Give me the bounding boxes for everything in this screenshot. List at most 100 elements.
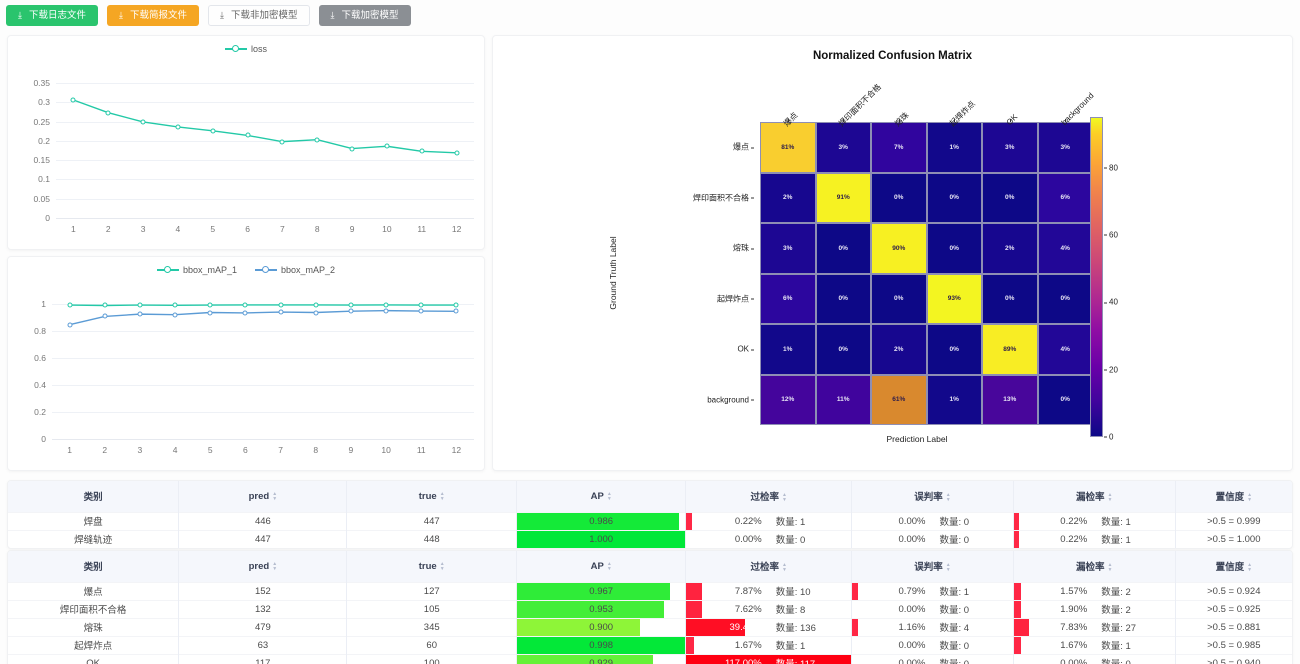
matrix-cell-value: 0% (838, 295, 848, 303)
matrix-cell-value: 0% (1060, 295, 1070, 303)
column-header-漏检率[interactable]: 漏检率 ▲ ▼ (1013, 481, 1176, 512)
data-point[interactable] (67, 302, 73, 308)
data-point[interactable] (278, 302, 284, 308)
data-point[interactable] (313, 310, 319, 315)
y-axis-tick-label: 0.25 (33, 116, 50, 127)
sort-icon[interactable]: ▲ ▼ (945, 492, 951, 504)
data-point[interactable] (383, 308, 389, 314)
data-point[interactable] (67, 322, 73, 328)
data-point[interactable] (102, 313, 108, 319)
data-point[interactable] (242, 302, 248, 308)
sort-icon[interactable]: ▲ ▼ (1247, 492, 1253, 504)
data-point[interactable] (454, 150, 460, 156)
column-header-label: 类别 (83, 562, 103, 574)
download-button-2[interactable]: ⤓ 下载简报文件 (107, 5, 199, 26)
download-button-label: 下载日志文件 (28, 9, 86, 21)
column-header-漏检率[interactable]: 漏检率 ▲ ▼ (1013, 551, 1176, 582)
legend-item-bbox_mAP_1[interactable]: bbox_mAP_1 (156, 265, 237, 275)
data-point[interactable] (172, 312, 178, 318)
sort-icon[interactable]: ▲ ▼ (272, 560, 278, 572)
data-point[interactable] (242, 310, 248, 316)
column-header-pred[interactable]: pred ▲ ▼ (178, 481, 348, 512)
data-point[interactable] (102, 302, 108, 308)
data-point[interactable] (419, 148, 425, 154)
data-point[interactable] (207, 302, 213, 308)
table-row[interactable]: 爆点 152 127 0.967 7.87% 数量: 10 0.79% 数量: 1 1.57% 数… (8, 581, 1292, 600)
table-row[interactable]: 熔珠 479 345 0.900 39.42% 数量: 136 1.16% 数量: 4 7.83… (8, 617, 1292, 636)
column-header-置信度[interactable]: 置信度 ▲ ▼ (1175, 551, 1292, 582)
data-point[interactable] (105, 110, 111, 116)
sort-icon[interactable]: ▲ ▼ (439, 490, 445, 502)
table-row[interactable]: 焊印面积不合格 132 105 0.953 7.62% 数量: 8 0.00% 数量: 0 1.… (8, 599, 1292, 618)
data-point[interactable] (418, 302, 424, 308)
column-header-true[interactable]: true ▲ ▼ (346, 551, 517, 582)
cell-class-name: OK (8, 653, 180, 664)
data-point[interactable] (349, 146, 355, 152)
data-point[interactable] (314, 137, 320, 143)
data-point[interactable] (279, 139, 285, 145)
data-point[interactable] (245, 132, 251, 138)
data-point[interactable] (175, 124, 181, 130)
rate-value: 1.90% (1060, 603, 1088, 615)
column-header-true[interactable]: true ▲ ▼ (346, 481, 517, 512)
data-point[interactable] (278, 309, 284, 315)
sort-icon[interactable]: ▲ ▼ (1107, 562, 1113, 574)
rate-count: 数量: 0 (1094, 656, 1174, 664)
sort-icon[interactable]: ▲ ▼ (782, 492, 787, 504)
matrix-cell-value: 2% (783, 194, 793, 202)
download-button-4[interactable]: ⤓ 下载加密模型 (318, 5, 411, 26)
column-header-误判率[interactable]: 误判率 ▲ ▼ (851, 551, 1014, 582)
data-point[interactable] (453, 308, 459, 314)
sort-icon[interactable]: ▲ ▼ (272, 490, 278, 502)
rate-value: 117.00% (724, 657, 762, 664)
cell-true: 447 (346, 511, 517, 530)
data-point[interactable] (453, 302, 459, 308)
legend-item-loss[interactable]: loss (224, 44, 267, 54)
sort-icon[interactable]: ▲ ▼ (1247, 562, 1253, 574)
data-point[interactable] (137, 302, 143, 308)
data-point[interactable] (137, 311, 143, 317)
data-point[interactable] (172, 302, 178, 308)
data-point[interactable] (384, 143, 390, 149)
column-header-置信度[interactable]: 置信度 ▲ ▼ (1175, 481, 1292, 512)
sort-icon[interactable]: ▲ ▼ (1107, 492, 1113, 504)
column-header-AP[interactable]: AP ▲ ▼ (516, 481, 687, 512)
sort-icon[interactable]: ▲ ▼ (606, 560, 612, 572)
data-point[interactable] (140, 119, 146, 125)
sort-icon[interactable]: ▲ ▼ (945, 562, 951, 574)
data-point[interactable] (418, 308, 424, 314)
x-axis-tick-label: 10 (382, 224, 392, 234)
data-point[interactable] (210, 128, 216, 134)
matrix-cell: 3% (815, 122, 871, 173)
column-header-pred[interactable]: pred ▲ ▼ (178, 551, 348, 582)
cell-confidence: >0.5 = 0.881 (1175, 617, 1292, 636)
sort-icon[interactable]: ▲ ▼ (782, 562, 787, 574)
sort-icon[interactable]: ▲ ▼ (439, 560, 445, 572)
x-axis-tick-label: 4 (175, 224, 181, 234)
data-point[interactable] (70, 97, 76, 103)
matrix-cell: 3% (760, 223, 816, 274)
data-point[interactable] (207, 310, 213, 315)
table-row[interactable]: 起焊炸点 63 60 0.998 1.67% 数量: 1 0.00% 数量: 0 1.67% 数量… (8, 635, 1292, 654)
column-header-过检率[interactable]: 过检率 ▲ ▼ (685, 481, 853, 512)
column-header-过检率[interactable]: 过检率 ▲ ▼ (685, 551, 853, 582)
download-button-1[interactable]: ⤓ 下载日志文件 (6, 5, 98, 26)
data-point[interactable] (348, 302, 354, 308)
table-row[interactable]: 焊盘 446 447 0.986 0.22% 数量: 1 0.00% 数量: 0 0.22% 数量… (8, 511, 1292, 530)
sort-icon[interactable]: ▲ ▼ (606, 490, 612, 502)
legend-item-bbox_mAP_2[interactable]: bbox_mAP_2 (255, 265, 335, 275)
colorbar-tick-label: 20 (1104, 365, 1118, 374)
confusion-matrix-grid: 81% 3% 7% 1% 3% 3% 2% 91% 0% 0% 0% 6% 3% 0% 90% 0% 2% 4% 6… (760, 122, 1093, 425)
column-header-误判率[interactable]: 误判率 ▲ ▼ (851, 481, 1014, 512)
download-button-3[interactable]: ⤓ 下载非加密模型 (208, 5, 310, 26)
table-row[interactable]: 焊缝轨迹 447 448 1.000 0.00% 数量: 0 0.00% 数量: 0 0.22%… (8, 529, 1292, 548)
matrix-cell-value: 0% (894, 194, 904, 202)
matrix-cell: 0% (982, 172, 1038, 223)
data-point[interactable] (383, 302, 389, 308)
matrix-cell-value: 0% (949, 244, 959, 252)
data-point[interactable] (313, 302, 319, 308)
column-header-AP[interactable]: AP ▲ ▼ (516, 551, 687, 582)
summary-table-defects: 类别 pred ▲ ▼ true ▲ ▼ AP ▲ ▼ 过检率 ▲ ▼ 误判率 ▲ ▼ 漏检率 ▲ ▼ 置信度 ▲ ▼ 爆点… (7, 550, 1293, 664)
data-point[interactable] (348, 308, 354, 314)
